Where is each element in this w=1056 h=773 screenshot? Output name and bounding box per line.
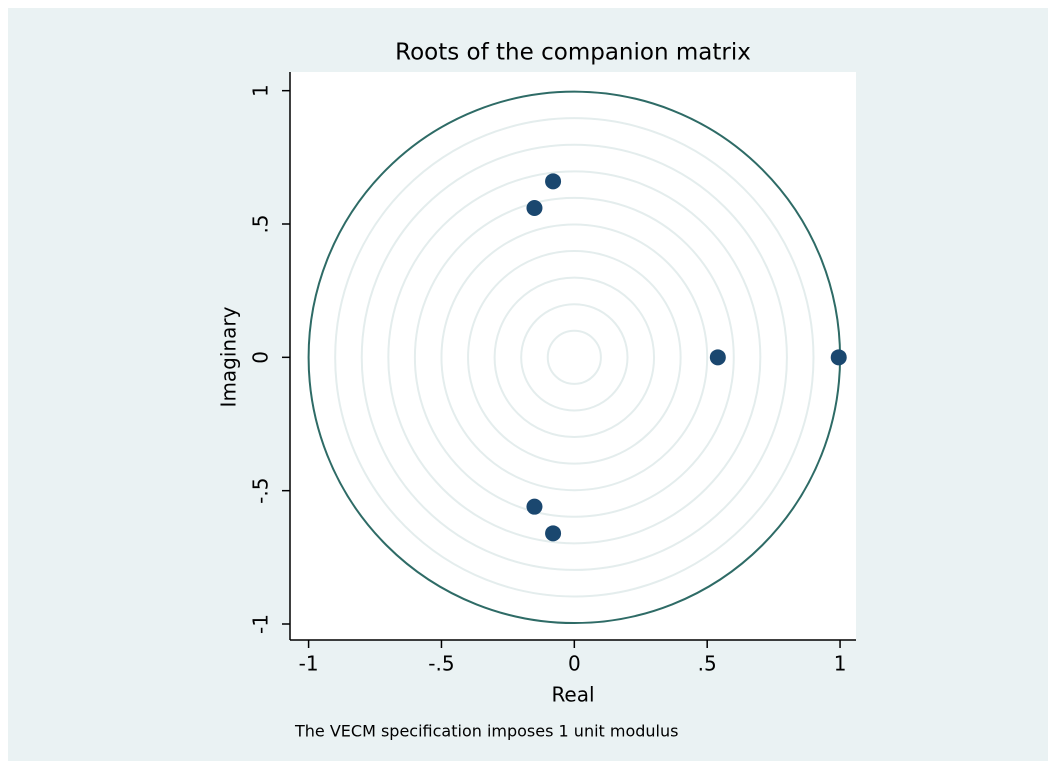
point xyxy=(830,349,847,366)
x-tick-label: .5 xyxy=(698,652,717,676)
note: The VECM specification imposes 1 unit mo… xyxy=(294,722,678,741)
x-tick-label: -1 xyxy=(299,652,319,676)
y-tick-label: -1 xyxy=(249,614,273,634)
y-tick-label: .5 xyxy=(249,214,273,233)
chart-title: Roots of the companion matrix xyxy=(395,40,751,66)
x-axis-title: Real xyxy=(551,683,594,707)
guide-circle xyxy=(387,170,762,545)
point xyxy=(709,349,726,366)
guide-circle xyxy=(493,276,656,439)
guide-circle xyxy=(467,250,682,465)
y-tick-label: 0 xyxy=(249,351,273,364)
guide-circle xyxy=(413,196,735,518)
point xyxy=(526,200,543,216)
y-tick-label: 1 xyxy=(249,84,273,97)
guide-circle xyxy=(440,223,709,492)
point xyxy=(545,173,562,190)
guide-circle xyxy=(360,143,788,571)
point xyxy=(526,498,543,515)
x-tick-label: -.5 xyxy=(428,652,454,676)
point xyxy=(545,525,562,542)
y-tick-label: -.5 xyxy=(249,478,273,504)
guide-circle xyxy=(520,303,629,412)
x-tick-label: 0 xyxy=(568,652,581,676)
guide-circle xyxy=(546,329,602,385)
guide-circle xyxy=(334,117,815,598)
x-tick-label: 1 xyxy=(834,652,847,676)
plot-area xyxy=(290,72,856,640)
y-axis-title: Imaginary xyxy=(217,306,241,407)
